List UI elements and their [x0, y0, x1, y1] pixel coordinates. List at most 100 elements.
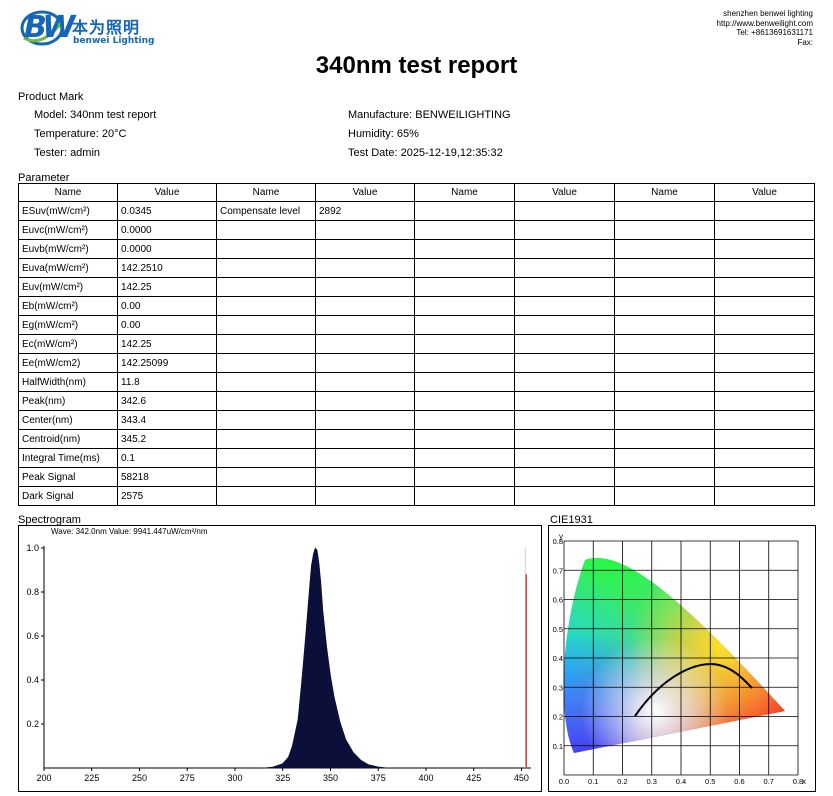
param-name-cell [414, 334, 515, 354]
param-name-cell [216, 486, 316, 506]
logo-chinese-name: 本为照明 [72, 18, 141, 37]
param-name-cell: Center(nm) [18, 410, 118, 430]
param-value-cell [514, 277, 615, 297]
param-value-cell [315, 467, 415, 487]
x-tick-label: 250 [132, 773, 147, 783]
param-value-cell: 0.0000 [117, 239, 217, 259]
param-value-cell: 142.25 [117, 277, 217, 297]
param-value-cell [514, 372, 615, 392]
table-row: Peak(nm) 342.6 [18, 391, 815, 411]
table-header-cell: Value [315, 183, 415, 202]
param-name-cell [614, 372, 715, 392]
logo-swoosh-icon [20, 10, 64, 46]
param-name-cell [216, 448, 316, 468]
param-value-cell [514, 201, 615, 221]
cie-y-tick-label: 0.2 [553, 713, 563, 722]
table-row: HalfWidth(nm) 11.8 [18, 372, 815, 392]
param-name-cell [414, 391, 515, 411]
y-tick-label: 0.4 [26, 675, 39, 685]
param-name-cell [614, 429, 715, 449]
param-name-cell [614, 239, 715, 259]
table-row: Ee(mW/cm2) 142.25099 [18, 353, 815, 373]
temperature-field: Temperature: 20°C [34, 128, 127, 140]
param-name-cell [614, 296, 715, 316]
param-value-cell [714, 353, 815, 373]
y-tick-label: 0.8 [26, 587, 39, 597]
param-value-cell [714, 277, 815, 297]
param-name-cell: Ee(mW/cm2) [18, 353, 118, 373]
param-name-cell [614, 391, 715, 411]
param-value-cell [315, 296, 415, 316]
cie-y-tick-label: 0.4 [553, 654, 563, 663]
param-name-cell [614, 201, 715, 221]
table-header-cell: Name [18, 183, 118, 202]
cie-x-tick-label: 0.6 [734, 777, 744, 786]
cie-panel: y x 0.0 0.1 0.2 0.3 0.4 0.5 0.6 0.7 0.8 0.1 0.2 0.3… [548, 508, 816, 792]
param-value-cell [714, 448, 815, 468]
param-value-cell: 11.8 [117, 372, 217, 392]
cie-diagram: y x 0.0 0.1 0.2 0.3 0.4 0.5 0.6 0.7 0.8 0.1 0.2 0.3… [553, 508, 806, 786]
cie-x-tick-label: 0.0 [559, 777, 569, 786]
param-name-cell: Euva(mW/cm²) [18, 258, 118, 278]
x-tick-label: 400 [418, 773, 433, 783]
param-value-cell [514, 315, 615, 335]
param-value-cell: 0.0345 [117, 201, 217, 221]
param-value-cell [514, 429, 615, 449]
param-name-cell [216, 277, 316, 297]
cie-heading: CIE1931 [550, 514, 593, 526]
param-value-cell [714, 410, 815, 430]
humidity-field: Humidity: 65% [348, 128, 419, 140]
param-value-cell: 0.1 [117, 448, 217, 468]
table-header-cell: Value [117, 183, 217, 202]
param-name-cell [614, 334, 715, 354]
param-value-cell: 142.2510 [117, 258, 217, 278]
table-row: ESuv(mW/cm²) 0.0345 Compensate level 2892 [18, 201, 815, 221]
cie-x-tick-label: 0.7 [764, 777, 774, 786]
x-tick-label: 375 [371, 773, 386, 783]
param-value-cell [514, 334, 615, 354]
param-name-cell [614, 353, 715, 373]
table-row: Euva(mW/cm²) 142.2510 [18, 258, 815, 278]
spectrogram-readout: Wave: 342.0nm Value: 9941.447uW/cm²/nm [51, 527, 208, 536]
param-name-cell: Peak Signal [18, 467, 118, 487]
company-name: shenzhen benwei lighting [723, 9, 813, 18]
cie-y-tick-label: 0.6 [553, 596, 563, 605]
param-value-cell [315, 277, 415, 297]
table-row: Euvb(mW/cm²) 0.0000 [18, 239, 815, 259]
param-value-cell: 343.4 [117, 410, 217, 430]
param-value-cell [514, 467, 615, 487]
x-tick-label: 225 [84, 773, 99, 783]
cie-x-tick-label: 0.4 [676, 777, 686, 786]
param-value-cell [315, 372, 415, 392]
param-name-cell [216, 334, 316, 354]
param-value-cell [315, 334, 415, 354]
param-value-cell [514, 448, 615, 468]
x-tick-label: 275 [180, 773, 195, 783]
param-value-cell [514, 258, 615, 278]
param-name-cell: Centroid(nm) [18, 429, 118, 449]
table-row: Eg(mW/cm²) 0.00 [18, 315, 815, 335]
param-value-cell [714, 467, 815, 487]
spectrogram-panel: Wave: 342.0nm Value: 9941.447uW/cm²/nm 0… [18, 525, 542, 792]
cie-y-tick-label: 0.3 [553, 683, 563, 692]
param-value-cell [514, 410, 615, 430]
manufacture-field: Manufacture: BENWEILIGHTING [348, 109, 511, 121]
param-value-cell: 0.00 [117, 296, 217, 316]
company-website[interactable]: http://www.benweilight.com [716, 18, 814, 28]
cie-x-axis-label: x [802, 777, 806, 786]
param-name-cell [216, 467, 316, 487]
param-value-cell: 58218 [117, 467, 217, 487]
cie-y-tick-label: 0.7 [553, 566, 563, 575]
param-value-cell: 345.2 [117, 429, 217, 449]
param-name-cell [414, 315, 515, 335]
param-value-cell [714, 201, 815, 221]
param-name-cell [414, 277, 515, 297]
cie-y-axis-label: y [559, 532, 563, 541]
cie-y-tick-label: 0.5 [553, 625, 563, 634]
param-name-cell [216, 391, 316, 411]
table-header-cell: Value [514, 183, 615, 202]
param-name-cell [216, 258, 316, 278]
param-name-cell: Ec(mW/cm²) [18, 334, 118, 354]
param-name-cell [414, 467, 515, 487]
param-value-cell [315, 410, 415, 430]
